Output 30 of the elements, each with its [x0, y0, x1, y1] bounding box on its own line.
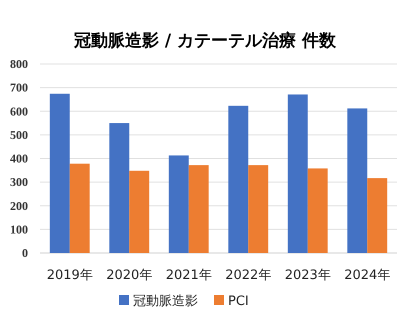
- bar: [367, 178, 388, 253]
- bar: [70, 164, 90, 253]
- bar: [308, 168, 328, 253]
- y-tick-label: 300: [10, 175, 28, 190]
- bar: [109, 123, 130, 253]
- legend-label: 冠動脈造影: [133, 294, 198, 309]
- bar: [50, 94, 70, 253]
- x-tick-label: 2019年: [46, 268, 93, 283]
- x-tick-label: 2023年: [284, 268, 331, 283]
- bar: [129, 170, 150, 253]
- y-tick-label: 500: [10, 128, 28, 142]
- legend-label: PCI: [228, 294, 249, 309]
- y-tick-label: 400: [10, 152, 28, 166]
- x-tick-label: 2021年: [166, 268, 212, 283]
- y-tick-label: 200: [10, 198, 28, 213]
- y-tick-label: 600: [10, 104, 28, 118]
- bar: [228, 106, 248, 253]
- y-tick-label: 800: [10, 57, 28, 71]
- x-tick-label: 2022年: [225, 268, 272, 283]
- x-tick-label: 2020年: [106, 268, 152, 283]
- bar: [288, 94, 308, 253]
- y-tick-label: 0: [22, 246, 28, 260]
- x-tick-label: 2024年: [344, 268, 390, 283]
- y-tick-label: 100: [10, 222, 28, 236]
- bar: [168, 155, 189, 253]
- bar: [248, 165, 268, 253]
- bar: [188, 165, 209, 253]
- chart-title: 冠動脈造影 / カテーテル治療 件数: [73, 31, 337, 51]
- y-tick-label: 700: [10, 80, 28, 95]
- bar: [347, 108, 368, 253]
